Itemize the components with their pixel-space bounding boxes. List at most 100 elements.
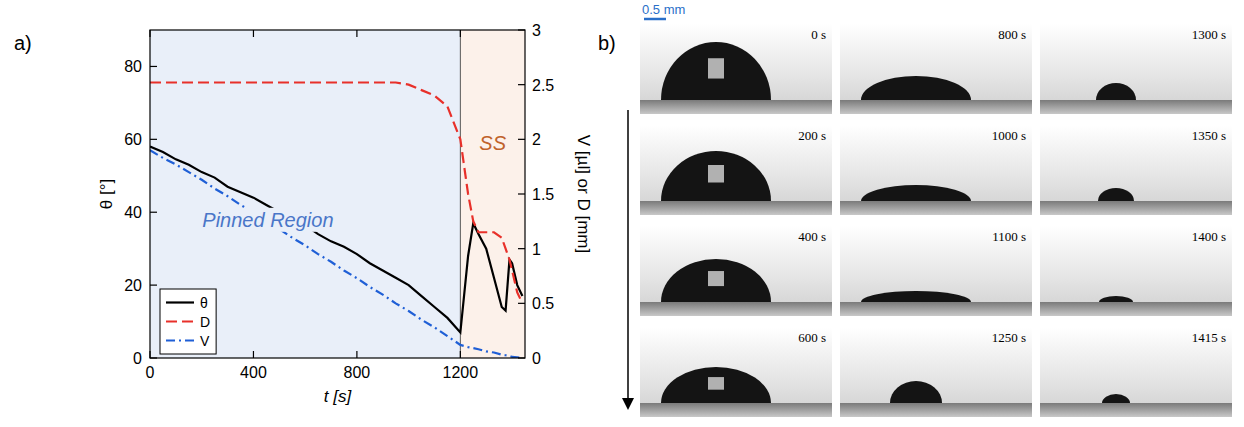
frame-background xyxy=(1040,125,1232,215)
frame: 1350 s xyxy=(1040,125,1232,215)
x-tick xyxy=(460,30,461,37)
substrate xyxy=(1040,201,1232,215)
x-tick xyxy=(356,30,357,37)
frame-time: 400 s xyxy=(798,229,826,244)
frame: 1100 s xyxy=(840,226,1032,316)
frame: 400 s xyxy=(640,226,832,316)
figure: a)0400800120002040608000.511.522.53t [s]… xyxy=(0,0,1244,427)
substrate xyxy=(840,100,1032,114)
y-tick xyxy=(150,285,157,286)
frame-time: 200 s xyxy=(798,128,826,143)
substrate xyxy=(1040,302,1232,316)
time-arrow xyxy=(627,110,629,400)
frame-time: 1250 s xyxy=(992,330,1026,345)
y-tick xyxy=(150,66,157,67)
legend-label: V xyxy=(200,333,210,349)
frame-background xyxy=(640,24,832,114)
y2-tick-label: 3 xyxy=(532,22,541,39)
series-line xyxy=(150,82,522,303)
label-patch xyxy=(199,208,336,232)
substrate xyxy=(640,100,832,114)
panel-label: b) xyxy=(598,32,616,54)
x-tick-label: 0 xyxy=(146,364,155,381)
frame-time: 1000 s xyxy=(992,128,1026,143)
legend-swatch xyxy=(166,301,194,303)
y2-tick xyxy=(518,248,525,249)
y2-tick-label: 0 xyxy=(532,350,541,367)
substrate xyxy=(1040,100,1232,114)
panel-label: a) xyxy=(14,32,32,54)
frame: 0 s xyxy=(640,24,832,114)
x-tick xyxy=(460,351,461,358)
y2-tick-label: 1 xyxy=(532,241,541,258)
frame-background xyxy=(840,226,1032,316)
legend: θDV xyxy=(160,289,216,354)
droplet xyxy=(661,42,771,100)
substrate xyxy=(1040,403,1232,417)
legend-swatch xyxy=(166,320,194,322)
droplet xyxy=(1098,188,1134,201)
scale-bar xyxy=(644,18,666,21)
frame-background xyxy=(1040,24,1232,114)
x-tick xyxy=(253,30,254,37)
label-patch xyxy=(476,131,509,155)
legend-label: θ xyxy=(200,295,208,311)
y2-tick xyxy=(518,139,525,140)
droplet xyxy=(661,259,771,302)
y-tick-label: 0 xyxy=(133,350,142,367)
frame-background xyxy=(840,24,1032,114)
frame-time: 1400 s xyxy=(1192,229,1226,244)
frame-time: 0 s xyxy=(811,27,826,42)
droplet xyxy=(1102,394,1130,403)
y2-tick xyxy=(518,193,525,194)
regions xyxy=(150,30,525,358)
region-boundary xyxy=(460,30,461,358)
frame-background xyxy=(640,327,832,417)
y2-axis-title: V [µl] or D [mm] xyxy=(574,135,593,253)
legend-label: D xyxy=(200,314,210,330)
y2-tick-label: 1.5 xyxy=(532,186,554,203)
droplet xyxy=(1096,83,1136,100)
substrate xyxy=(640,403,832,417)
region xyxy=(150,30,460,358)
frame: 600 s xyxy=(640,327,832,417)
droplet-highlight xyxy=(708,377,724,390)
droplet-highlight xyxy=(708,271,724,286)
substrate xyxy=(640,201,832,215)
region-label: SS xyxy=(479,132,506,154)
plot-frame xyxy=(150,30,525,358)
substrate xyxy=(840,302,1032,316)
y2-tick-label: 2 xyxy=(532,131,541,148)
frame: 1300 s xyxy=(1040,24,1232,114)
y2-tick xyxy=(518,29,525,30)
y-tick-label: 40 xyxy=(124,204,142,221)
frame: 1000 s xyxy=(840,125,1032,215)
frame: 1400 s xyxy=(1040,226,1232,316)
frame-background xyxy=(640,226,832,316)
frame-time: 1415 s xyxy=(1192,330,1226,345)
frame-background xyxy=(840,327,1032,417)
droplet xyxy=(861,185,971,201)
frame-time: 1300 s xyxy=(1192,27,1226,42)
legend-swatch xyxy=(166,339,194,341)
x-tick xyxy=(253,351,254,358)
x-tick xyxy=(149,351,150,358)
frame-time: 1100 s xyxy=(992,229,1026,244)
region-label: Pinned Region xyxy=(202,209,333,231)
frame-time: 1350 s xyxy=(1192,128,1226,143)
substrate xyxy=(840,201,1032,215)
y2-tick xyxy=(518,303,525,304)
x-tick xyxy=(149,30,150,37)
series-line xyxy=(150,147,522,333)
frame: 1250 s xyxy=(840,327,1032,417)
y2-tick xyxy=(518,84,525,85)
series-group xyxy=(150,82,522,358)
frame-background xyxy=(640,125,832,215)
legend-box xyxy=(160,289,216,354)
droplet xyxy=(861,291,971,302)
frame-background xyxy=(1040,327,1232,417)
x-axis-title: t [s] xyxy=(324,387,353,406)
y2-tick-label: 2.5 xyxy=(532,77,554,94)
droplet xyxy=(890,381,942,403)
region xyxy=(460,30,525,358)
